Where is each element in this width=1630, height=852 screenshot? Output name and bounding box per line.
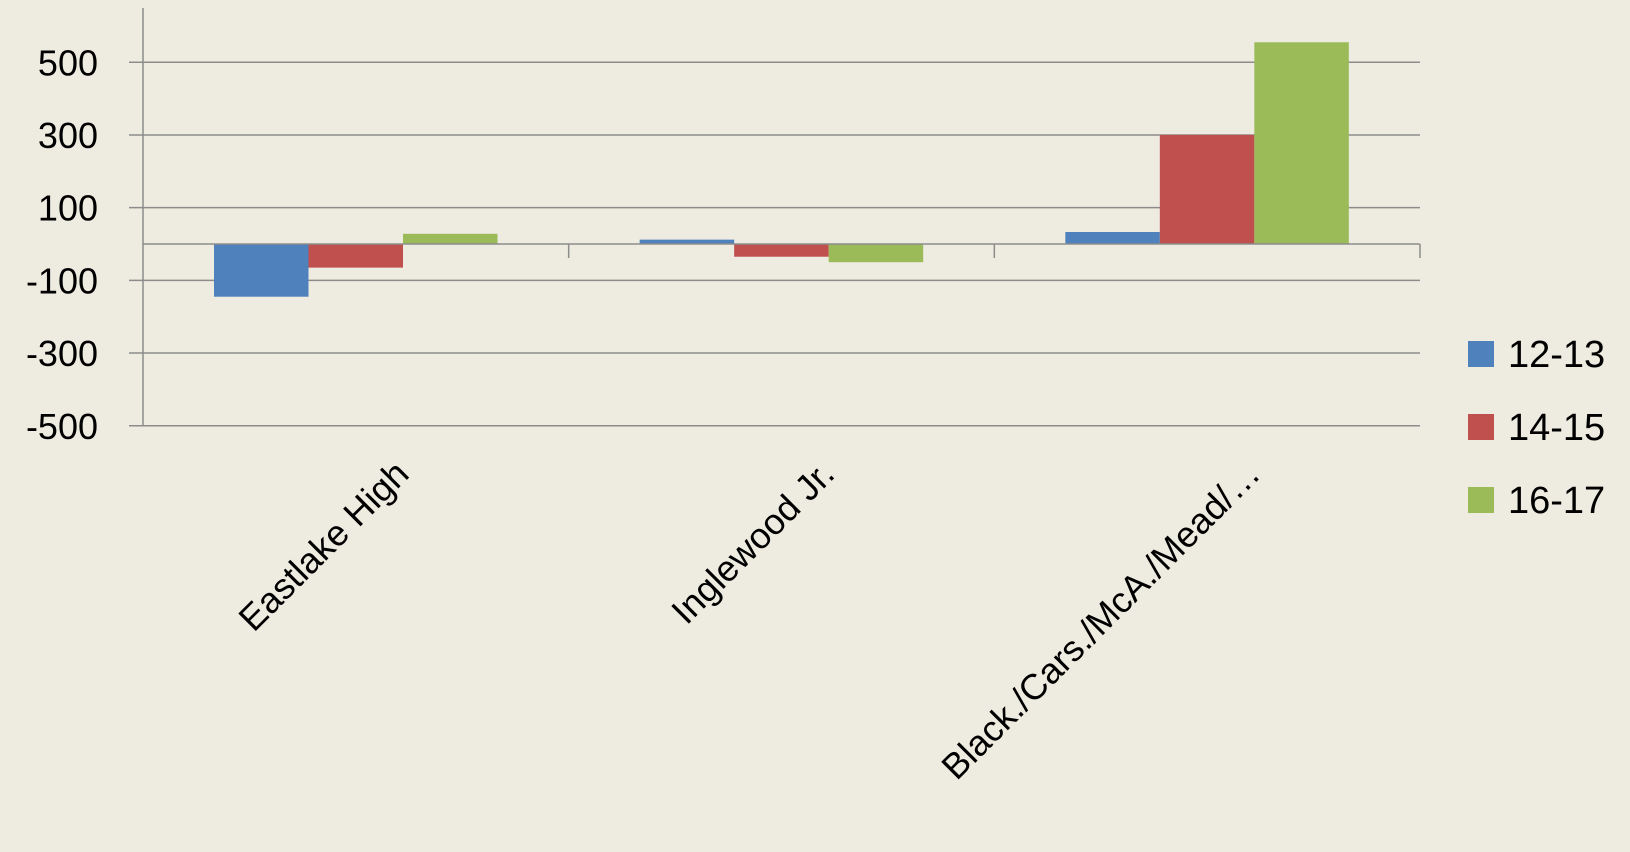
legend-label: 14-15 bbox=[1508, 407, 1605, 449]
legend-label: 12-13 bbox=[1508, 334, 1605, 376]
legend-label: 16-17 bbox=[1508, 480, 1605, 522]
bar-14-15-2 bbox=[1159, 134, 1255, 244]
bar-16-17-2 bbox=[1254, 42, 1349, 244]
y-tick-label: 100 bbox=[38, 188, 98, 229]
category-label: Black./Cars./McA./Mead/… bbox=[933, 453, 1268, 788]
gridlines bbox=[129, 61, 1420, 427]
y-tick-labels: 500 300 100 -100 -300 -500 bbox=[26, 42, 98, 447]
axes bbox=[142, 8, 1421, 426]
y-tick-label: 300 bbox=[38, 115, 98, 156]
y-tick-label: 500 bbox=[38, 42, 98, 83]
bar-12-13-1 bbox=[639, 239, 735, 244]
category-labels: Eastlake High Inglewood Jr. Black./Cars./M… bbox=[230, 453, 1267, 788]
legend-swatch bbox=[1468, 414, 1494, 440]
legend: 12-13 14-15 16-17 bbox=[1468, 334, 1605, 522]
category-label: Eastlake High bbox=[230, 453, 416, 639]
y-tick-label: -100 bbox=[26, 260, 98, 301]
bar-12-13-0 bbox=[214, 244, 309, 297]
bar-14-15-1 bbox=[734, 244, 829, 257]
y-tick-label: -300 bbox=[26, 333, 98, 374]
legend-swatch bbox=[1468, 487, 1494, 513]
category-label: Inglewood Jr. bbox=[663, 453, 842, 632]
bar-16-17-1 bbox=[828, 244, 924, 263]
bar-14-15-0 bbox=[308, 244, 403, 268]
y-tick-label: -500 bbox=[26, 406, 98, 447]
legend-swatch bbox=[1468, 341, 1494, 367]
bar-12-13-2 bbox=[1065, 232, 1160, 244]
bar-16-17-0 bbox=[403, 233, 498, 244]
bars bbox=[214, 42, 1349, 297]
